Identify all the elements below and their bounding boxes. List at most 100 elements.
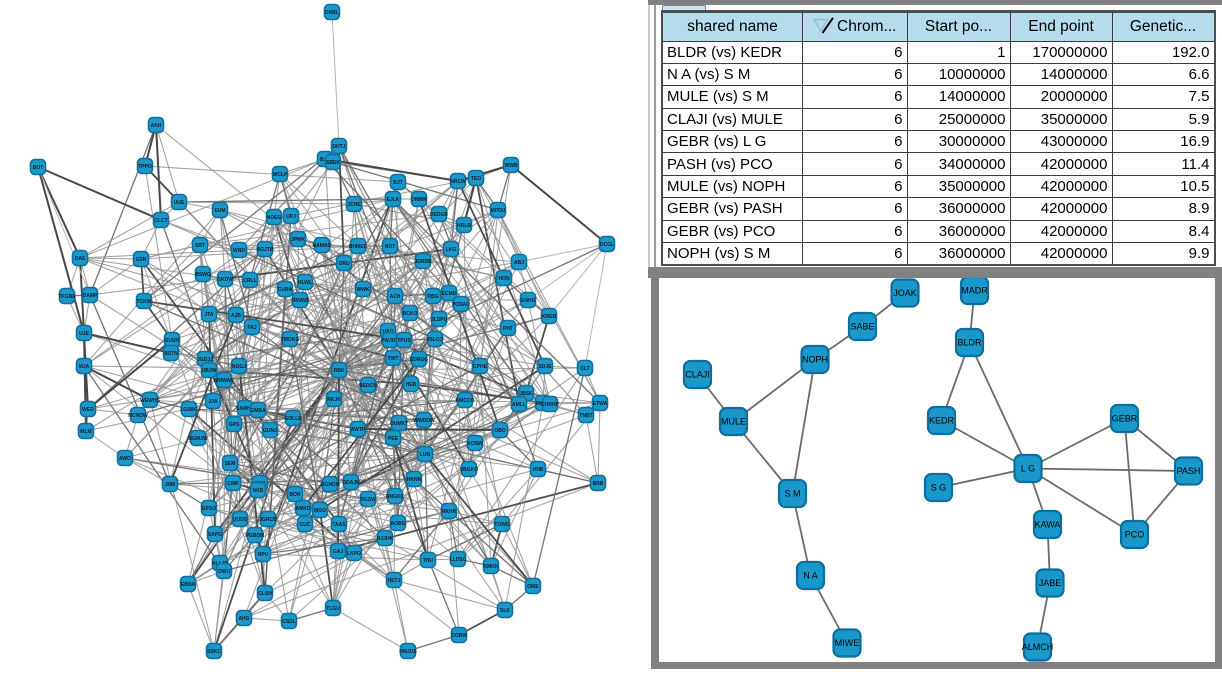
svg-text:PHT: PHT [503, 326, 513, 332]
svg-text:AMKD: AMKD [296, 506, 311, 512]
svg-text:GSN: GSN [136, 257, 147, 263]
svg-text:S M: S M [784, 488, 800, 498]
svg-text:HETJ: HETJ [388, 578, 401, 584]
svg-text:MIWE: MIWE [835, 638, 860, 648]
svg-text:KREB: KREB [542, 314, 557, 320]
svg-text:HMJUS: HMJUS [399, 649, 417, 655]
svg-text:NKD: NKD [253, 488, 264, 494]
svg-text:NCNOW: NCNOW [128, 413, 148, 419]
svg-text:AHG: AHG [238, 616, 249, 622]
svg-text:HON: HON [498, 276, 510, 282]
svg-text:HLWL: HLWL [298, 280, 312, 286]
svg-text:GKDW: GKDW [217, 277, 233, 283]
svg-text:OGNON: OGNON [321, 482, 340, 488]
svg-text:GNHG: GNHG [521, 298, 536, 304]
svg-text:JBSK: JBSK [519, 391, 533, 397]
svg-text:WWK: WWK [356, 287, 369, 293]
svg-text:JABE: JABE [1039, 578, 1062, 588]
svg-text:OMMR: OMMR [411, 197, 427, 203]
svg-text:JGRCB: JGRCB [259, 517, 277, 523]
svg-text:BOT: BOT [33, 165, 44, 171]
svg-text:RGSW: RGSW [360, 497, 376, 503]
svg-text:CHRHP: CHRHP [541, 402, 559, 408]
svg-text:NOT: NOT [385, 244, 396, 250]
svg-text:SEM: SEM [225, 461, 236, 467]
svg-text:ETWA: ETWA [593, 401, 608, 407]
svg-text:TAAS: TAAS [332, 522, 346, 528]
svg-text:MNWAN: MNWAN [214, 378, 234, 384]
svg-text:BHMEC: BHMEC [349, 244, 368, 250]
svg-text:GUNJ: GUNJ [263, 428, 277, 434]
svg-text:MLM: MLM [80, 429, 91, 435]
svg-text:JRNWS: JRNWS [291, 298, 310, 304]
svg-text:CURA: CURA [278, 287, 293, 293]
svg-text:EJLK: EJLK [387, 197, 400, 203]
svg-text:CLCT: CLCT [154, 218, 167, 224]
svg-text:BSTN: BSTN [164, 351, 178, 357]
svg-text:HEB: HEB [406, 382, 417, 388]
svg-text:SABE: SABE [850, 321, 874, 331]
svg-text:AWTP: AWTP [351, 427, 366, 433]
svg-text:GPS: GPS [229, 422, 240, 428]
svg-text:L G: L G [1021, 463, 1035, 473]
svg-text:POSAO: POSAO [452, 302, 470, 308]
svg-text:JCHE: JCHE [347, 202, 361, 208]
svg-text:UBJW: UBJW [202, 368, 217, 374]
svg-text:KOSW: KOSW [467, 441, 483, 447]
svg-text:ACH: ACH [390, 294, 401, 300]
svg-text:JSLCO: JSLCO [427, 337, 444, 343]
svg-text:LUN: LUN [420, 452, 431, 458]
svg-text:HJJHK: HJJHK [377, 536, 394, 542]
svg-text:WND: WND [233, 248, 245, 254]
svg-text:N A: N A [803, 570, 818, 580]
svg-text:RBG: RBG [427, 294, 438, 300]
svg-text:GEBR: GEBR [1112, 413, 1138, 423]
svg-text:TCKW: TCKW [137, 299, 152, 305]
svg-text:UODS: UODS [233, 517, 248, 523]
svg-text:OUMKT: OUMKT [390, 421, 408, 427]
svg-text:LGSBC: LGSBC [180, 407, 198, 413]
svg-text:OME: OME [527, 584, 539, 590]
svg-text:NGGJ: NGGJ [232, 364, 246, 370]
svg-text:MJA: MJA [79, 364, 90, 370]
svg-text:UPJ: UPJ [286, 214, 296, 220]
svg-text:BSWG: BSWG [195, 272, 211, 278]
svg-text:LKPO: LKPO [347, 551, 361, 557]
svg-text:AMLL: AMLL [512, 402, 526, 408]
svg-text:S G: S G [931, 482, 947, 492]
svg-text:LKG: LKG [446, 247, 457, 253]
svg-text:KMCCO: KMCCO [456, 398, 475, 404]
svg-text:JNM: JNM [165, 482, 176, 488]
svg-text:WWDDW: WWDDW [413, 418, 435, 424]
svg-text:BGJTB: BGJTB [257, 247, 274, 253]
svg-text:BGMJW: BGMJW [188, 436, 207, 442]
svg-text:TOWD: TOWD [494, 522, 510, 528]
svg-text:SAPG: SAPG [208, 532, 222, 538]
svg-text:SUSN: SUSN [165, 338, 179, 344]
svg-text:KAWA: KAWA [1035, 519, 1061, 529]
svg-text:ORU: ORU [338, 261, 350, 267]
svg-text:NRCW: NRCW [450, 179, 466, 185]
svg-text:CMR: CMR [227, 481, 239, 487]
svg-text:PEE: PEE [388, 436, 399, 442]
svg-text:GOLLE: GOLLE [284, 416, 302, 422]
svg-text:PGBDM: PGBDM [246, 533, 265, 539]
svg-text:DEDGR: DEDGR [430, 212, 448, 218]
svg-text:DHTJ: DHTJ [332, 144, 345, 150]
svg-text:SAMHE: SAMHE [236, 406, 255, 412]
svg-text:NNGKC: NNGKC [386, 494, 405, 500]
svg-text:EDRGG: EDRGG [410, 357, 428, 363]
svg-text:KMKK: KMKK [484, 564, 499, 570]
svg-text:RKHR: RKHR [442, 509, 457, 515]
svg-text:TKGNE: TKGNE [58, 294, 76, 300]
svg-text:SLK: SLK [500, 608, 510, 614]
svg-text:WWB: WWB [504, 163, 517, 169]
svg-text:SSKC: SSKC [207, 649, 221, 655]
svg-text:TNBT: TNBT [579, 413, 592, 419]
svg-text:LLDSC: LLDSC [450, 557, 467, 563]
svg-text:ALMCH: ALMCH [1022, 642, 1054, 652]
svg-text:RKJK: RKJK [327, 397, 341, 403]
svg-text:NAMAO: NAMAO [313, 243, 332, 249]
svg-text:SBEK: SBEK [326, 160, 340, 166]
svg-text:AWO: AWO [119, 456, 131, 462]
